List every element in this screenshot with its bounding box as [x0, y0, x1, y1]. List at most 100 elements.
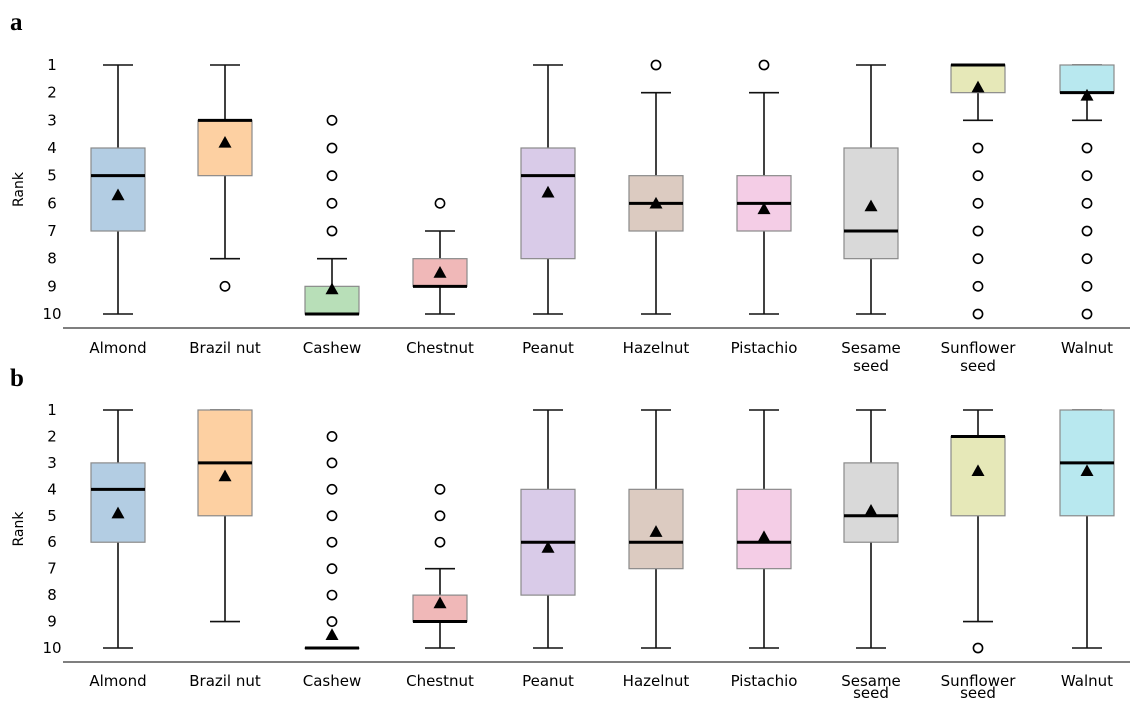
- x-category-label: Peanut: [522, 339, 574, 357]
- x-category-label: Pistachio: [731, 339, 798, 357]
- x-category-label: Almond: [89, 672, 146, 690]
- mean-marker: [218, 469, 232, 482]
- iqr-box: [843, 462, 899, 543]
- mean-marker: [325, 628, 339, 640]
- outlier-point: [326, 510, 338, 522]
- x-category-label: Almond: [89, 339, 146, 357]
- outlier-point: [434, 483, 446, 495]
- x-category-label: Hazelnut: [623, 672, 690, 690]
- box-walnut: Walnut: [1059, 64, 1115, 357]
- mean-marker: [971, 464, 985, 477]
- x-category-label: Sesame: [841, 339, 901, 357]
- box-almond: Almond: [89, 64, 147, 357]
- box-brazil-nut: Brazil nut: [189, 64, 261, 357]
- mean-marker: [1080, 88, 1094, 101]
- mean-marker: [757, 530, 771, 543]
- iqr-box: [736, 488, 792, 570]
- outlier-point: [1081, 142, 1093, 154]
- outlier-point: [326, 197, 338, 209]
- mean-marker: [757, 202, 771, 215]
- iqr-box: [1059, 64, 1115, 94]
- box-cashew: Cashew: [303, 114, 361, 357]
- x-category-label: Peanut: [522, 672, 574, 690]
- outlier-point: [326, 457, 338, 469]
- y-axis-label: Rank: [11, 171, 27, 207]
- box-pistachio: Pistachio: [731, 59, 798, 357]
- mean-marker: [864, 199, 878, 212]
- x-category-label: Walnut: [1061, 672, 1113, 690]
- iqr-box: [520, 147, 576, 260]
- mean-marker: [111, 506, 125, 519]
- x-category-label: Pistachio: [731, 672, 798, 690]
- x-category-label: Sunflower: [941, 339, 1017, 357]
- mean-marker: [649, 525, 663, 537]
- outlier-point: [434, 510, 446, 522]
- outlier-point: [972, 142, 984, 154]
- mean-marker: [1080, 464, 1094, 477]
- outlier-point: [972, 253, 984, 265]
- outlier-point: [650, 59, 662, 71]
- outlier-point: [1081, 253, 1093, 265]
- box-hazelnut: Hazelnut: [623, 59, 689, 357]
- y-tick-label: 5: [47, 167, 57, 185]
- outlier-point: [326, 589, 338, 601]
- mean-marker: [111, 188, 125, 201]
- y-tick-label: 5: [47, 507, 57, 525]
- x-category-label: Cashew: [303, 339, 361, 357]
- outlier-point: [326, 616, 338, 627]
- y-tick-label: 1: [47, 56, 57, 74]
- outlier-point: [1081, 197, 1093, 209]
- box-walnut: Walnut: [1059, 409, 1115, 690]
- mean-marker: [433, 596, 447, 609]
- y-tick-label: 1: [47, 401, 57, 419]
- x-category-label: Chestnut: [406, 339, 474, 357]
- panel-b: b Rank 1 2 3 4 5 6 7 8 9 10 Almond Brazil nut Cashew Ch…: [10, 365, 1130, 702]
- y-tick-label: 7: [47, 222, 57, 240]
- x-category-label: Sesame: [841, 672, 901, 690]
- x-category-label: Cashew: [303, 672, 361, 690]
- y-tick-label: 9: [47, 277, 57, 295]
- panel-a: a Rank 1 2 3 4 5 6 7 8 9 10 Almond Brazil nut Cashew Ch…: [10, 9, 1130, 375]
- box-brazil-nut: Brazil nut: [189, 409, 261, 690]
- outlier-point: [326, 536, 338, 548]
- x-category-label: Chestnut: [406, 672, 474, 690]
- iqr-box: [90, 462, 146, 543]
- mean-marker: [541, 541, 555, 553]
- y-tick-label: 8: [47, 250, 57, 268]
- outlier-point: [972, 280, 984, 292]
- y-tick-label: 4: [47, 139, 57, 157]
- y-tick-label: 10: [42, 305, 61, 323]
- y-tick-label: 2: [47, 427, 57, 445]
- box-cashew: Cashew: [303, 431, 361, 690]
- outlier-point: [972, 225, 984, 237]
- y-tick-label: 9: [47, 613, 57, 631]
- mean-marker: [218, 135, 232, 148]
- x-category-label: seed: [853, 357, 889, 375]
- outlier-point: [326, 114, 338, 126]
- outlier-point: [326, 431, 338, 442]
- x-category-label: seed: [960, 684, 996, 702]
- x-category-label: Walnut: [1061, 339, 1113, 357]
- mean-marker: [971, 80, 985, 93]
- outlier-point: [326, 225, 338, 237]
- outlier-point: [219, 280, 231, 292]
- y-tick-label: 2: [47, 84, 57, 102]
- outlier-point: [434, 536, 446, 548]
- outlier-point: [326, 142, 338, 154]
- outlier-point: [326, 563, 338, 575]
- box-peanut: Peanut: [520, 409, 576, 690]
- outlier-point: [1081, 280, 1093, 292]
- outlier-point: [758, 59, 770, 71]
- x-category-label: Brazil nut: [189, 339, 261, 357]
- outlier-point: [1081, 170, 1093, 182]
- outlier-point: [434, 197, 446, 209]
- box-chestnut: Chestnut: [406, 483, 474, 690]
- mean-marker: [433, 266, 447, 278]
- box-hazelnut: Hazelnut: [623, 409, 690, 690]
- y-tick-label: 6: [47, 533, 57, 551]
- box-almond: Almond: [89, 409, 147, 690]
- y-tick-label: 4: [47, 480, 57, 498]
